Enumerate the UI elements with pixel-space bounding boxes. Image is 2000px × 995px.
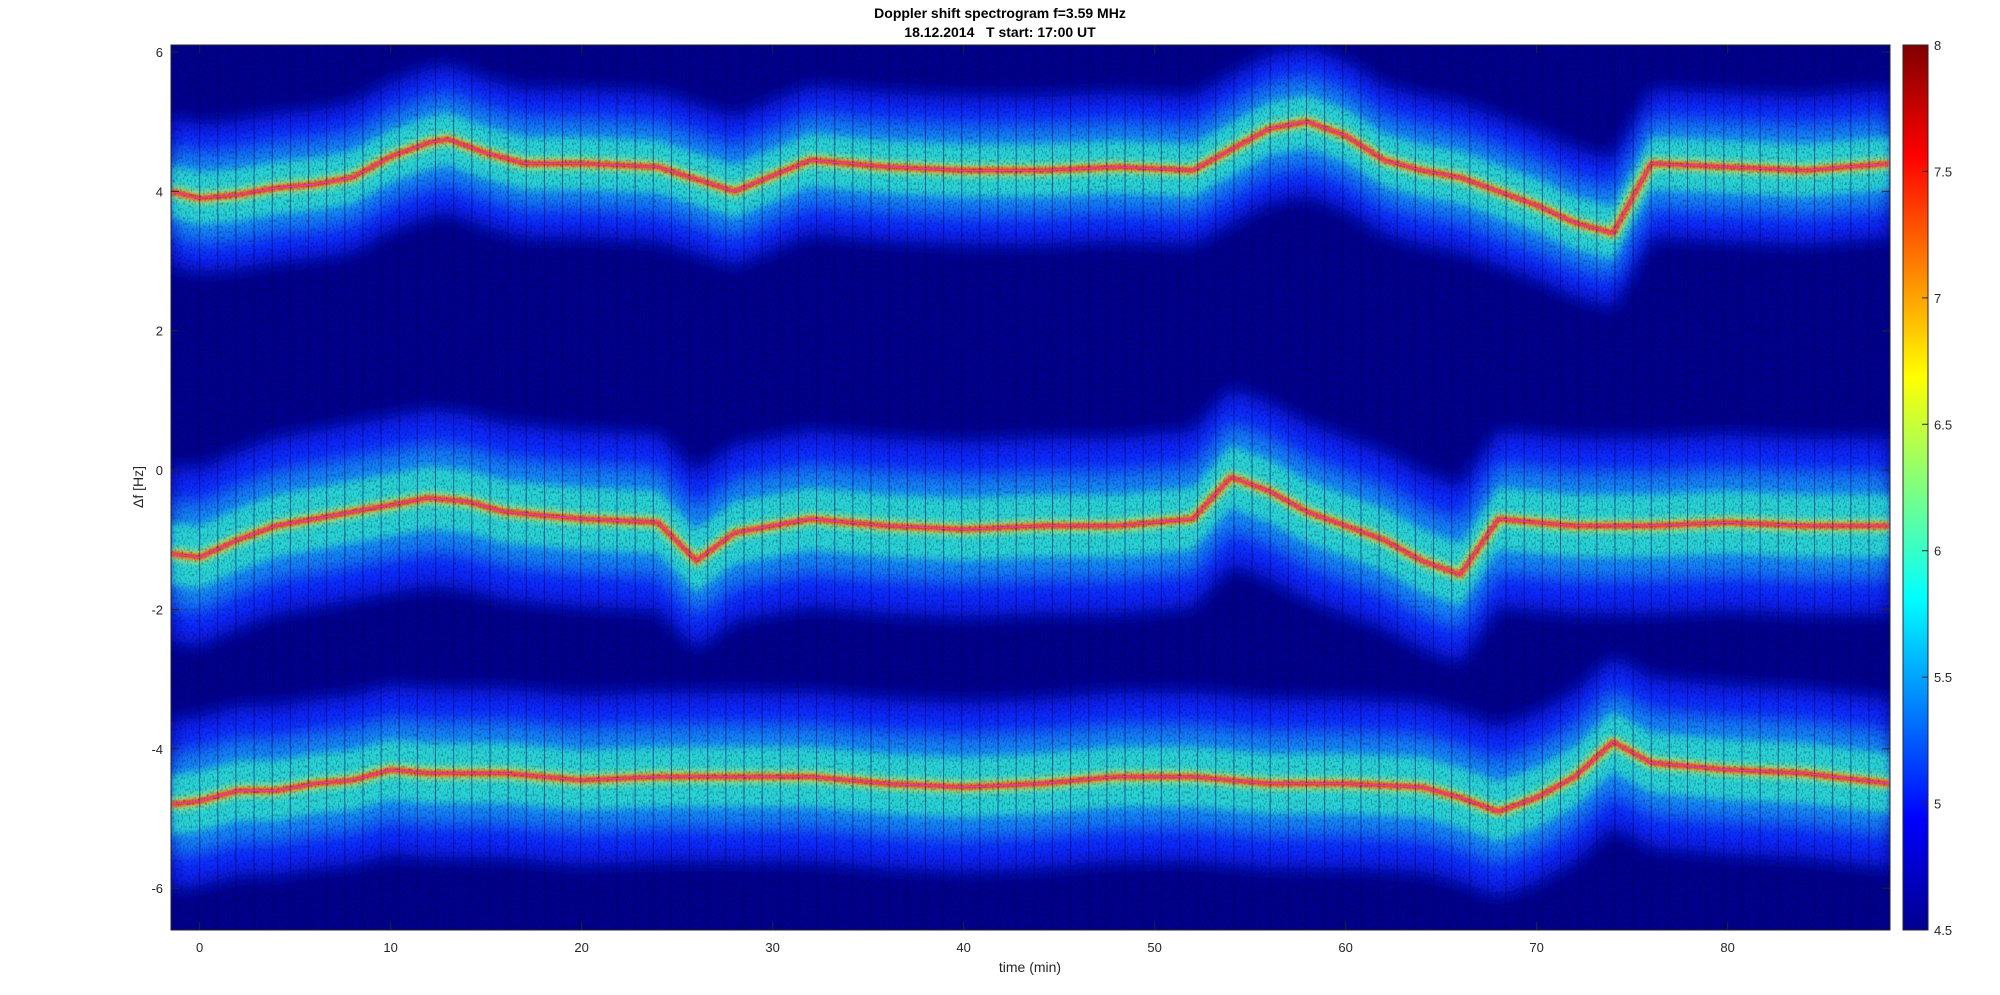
spectrogram-image [171, 45, 1890, 930]
x-tick-label: 20 [574, 940, 588, 955]
chart-title-block: Doppler shift spectrogram f=3.59 MHz 18.… [0, 4, 2000, 42]
colorbar-tick-label: 8 [1934, 38, 1941, 53]
x-tick-label: 70 [1529, 940, 1543, 955]
fitted-trace [171, 741, 1890, 813]
y-tick-label: 2 [156, 324, 163, 339]
x-tick-label: 40 [956, 940, 970, 955]
chart-title: Doppler shift spectrogram f=3.59 MHz [874, 5, 1126, 21]
x-tick-label: 80 [1720, 940, 1734, 955]
y-tick-label: -4 [151, 742, 163, 757]
colorbar-tick-label: 4.5 [1934, 923, 1952, 938]
colorbar-tick-label: 5 [1934, 797, 1941, 812]
x-tick-label: 0 [196, 940, 203, 955]
plot-frame [170, 44, 1891, 931]
colorbar-tick-label: 7.5 [1934, 164, 1952, 179]
x-tick-label: 60 [1338, 940, 1352, 955]
y-axis-label: Δf [Hz] [130, 466, 146, 508]
y-tick-label: 0 [156, 463, 163, 478]
colorbar-tick-label: 6.5 [1934, 417, 1952, 432]
fitted-trace [171, 476, 1890, 576]
colorbar-tick-label: 5.5 [1934, 670, 1952, 685]
colorbar-tick-label: 6 [1934, 544, 1941, 559]
fitted-trace [171, 121, 1890, 234]
noise-speckle [171, 45, 1890, 930]
x-tick-label: 10 [383, 940, 397, 955]
x-axis: 0 10 20 30 40 50 60 70 80 [196, 45, 1735, 955]
colorbar-axis: 8 7.5 7 6.5 6 5.5 5 4.5 [1922, 38, 1952, 938]
y-tick-label: -6 [151, 881, 163, 896]
trace-lines [171, 121, 1890, 813]
chart-subtitle: 18.12.2014 T start: 17:00 UT [904, 24, 1096, 40]
colorbar [1902, 44, 1929, 931]
x-axis-label: time (min) [999, 959, 1061, 975]
x-tick-label: 30 [765, 940, 779, 955]
y-axis: 6 4 2 0 -2 -4 -6 [151, 45, 1890, 896]
colorbar-tick-label: 7 [1934, 291, 1941, 306]
y-tick-label: 4 [156, 184, 163, 199]
y-tick-label: -2 [151, 602, 163, 617]
y-tick-label: 6 [156, 45, 163, 60]
x-tick-label: 50 [1147, 940, 1161, 955]
